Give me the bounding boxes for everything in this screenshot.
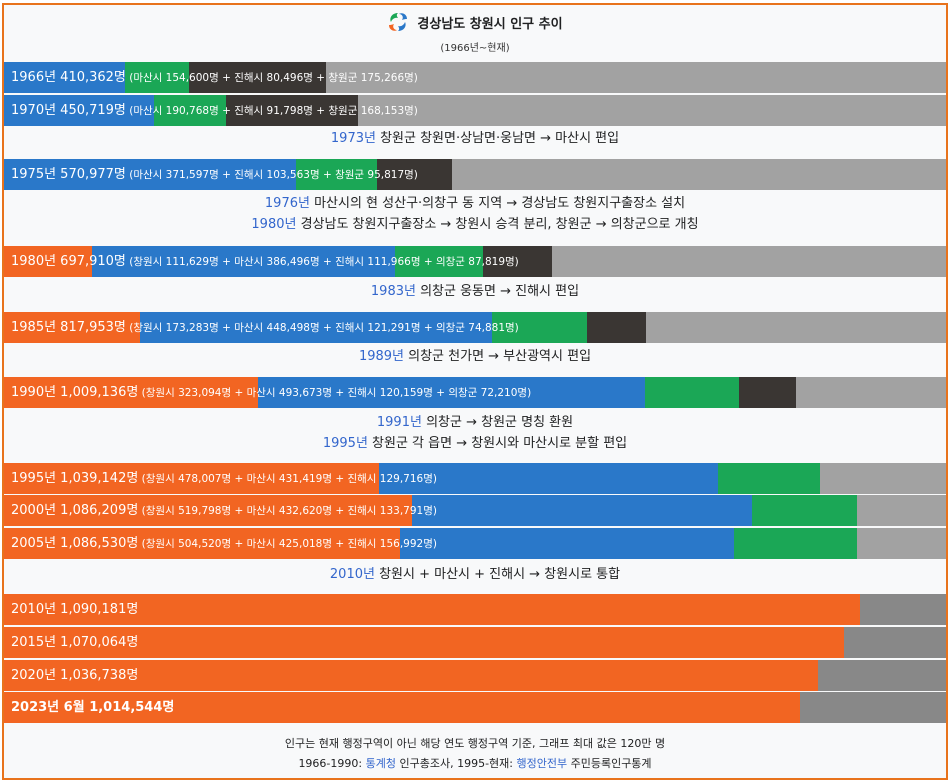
- source-link-mois[interactable]: 행정안전부: [516, 757, 568, 770]
- bar-segment-jinhae: [153, 95, 226, 126]
- bar-segment-uichang-or-changwongun: [482, 246, 552, 277]
- row-label: 1990년 1,009,136명 (창원시 323,094명 + 마산시 493…: [11, 385, 532, 400]
- event-year-link[interactable]: 1980년: [251, 217, 297, 232]
- bar-segment-uichang-or-changwongun: [188, 62, 327, 93]
- population-row-1995: 1995년 1,039,142명 (창원시 478,007명 + 마산시 431…: [4, 463, 946, 494]
- population-row-1985: 1985년 817,953명 (창원시 173,283명 + 마산시 448,4…: [4, 312, 946, 343]
- event-note-1991-1995: 1991년 의창군 → 창원군 명칭 환원 1995년 창원군 각 읍면 → 창…: [322, 415, 628, 451]
- event-note-1976-1980: 1976년 마산시의 현 성산구·의창구 동 지역 → 경상남도 창원지구출장소…: [251, 196, 699, 232]
- bar-segment-masan: [412, 495, 752, 526]
- footer-note: 인구는 현재 행정구역이 아닌 해당 연도 행정구역 기준, 그래프 최대 값은…: [284, 737, 666, 750]
- bar-segment-uichang-or-changwongun: [225, 95, 358, 126]
- event-year-link[interactable]: 1989년: [358, 349, 404, 364]
- event-year-link[interactable]: 1973년: [330, 131, 376, 146]
- row-label: 1985년 817,953명 (창원시 173,283명 + 마산시 448,4…: [11, 320, 519, 335]
- source-link-kostat[interactable]: 통계청: [365, 757, 396, 770]
- bar-segment-masan: [379, 463, 718, 494]
- bar-segment-jinhae: [733, 528, 857, 559]
- row-label: 2000년 1,086,209명 (창원시 519,798명 + 마산시 432…: [11, 503, 437, 518]
- bar-segment-changwon: [4, 495, 413, 526]
- event-year-link[interactable]: 2010년: [329, 567, 375, 582]
- bar-segment-jinhae: [295, 159, 377, 190]
- population-row-1966: 1966년 410,362명 (마산시 154,600명 + 진해시 80,49…: [4, 62, 946, 93]
- bar-segment-masan: [4, 62, 126, 93]
- row-label: 2023년 6월 1,014,544명: [11, 700, 175, 715]
- population-row-2020: 2020년 1,036,738명: [4, 660, 946, 691]
- bar-segment-changwon: [4, 312, 141, 343]
- row-label: 2010년 1,090,181명: [11, 602, 139, 617]
- population-row-2000: 2000년 1,086,209명 (창원시 519,798명 + 마산시 432…: [4, 495, 946, 526]
- bar-segment-uichang-or-changwongun: [739, 377, 797, 408]
- bar-segment-jinhae: [492, 312, 588, 343]
- row-label: 1970년 450,719명 (마산시 190,768명 + 진해시 91,79…: [11, 103, 418, 118]
- row-label: 1980년 697,910명 (창원시 111,629명 + 마산시 386,4…: [11, 254, 519, 269]
- population-row-1980: 1980년 697,910명 (창원시 111,629명 + 마산시 386,4…: [4, 246, 946, 277]
- bar-segment-changwon: [4, 660, 818, 691]
- bar-segment-changwon: [4, 627, 844, 658]
- population-row-2023: 2023년 6월 1,014,544명: [4, 692, 946, 723]
- population-row-2015: 2015년 1,070,064명: [4, 627, 946, 658]
- bar-segment-masan: [257, 377, 646, 408]
- bar-segment-changwon: [4, 692, 801, 723]
- population-row-1990: 1990년 1,009,136명 (창원시 323,094명 + 마산시 493…: [4, 377, 946, 408]
- chart-subtitle: (1966년~현재): [440, 43, 510, 54]
- bar-segment-jinhae: [125, 62, 189, 93]
- event-note-1983: 1983년 의창군 웅동면 → 진해시 편입: [370, 284, 580, 299]
- bar-segment-masan: [4, 95, 154, 126]
- bar-segment-changwon: [4, 463, 380, 494]
- bar-segment-masan: [4, 159, 296, 190]
- row-label: 2020년 1,036,738명: [11, 668, 139, 683]
- footer-source: 1966-1990: 통계청 인구총조사, 1995-현재: 행정안전부 주민등…: [298, 757, 652, 770]
- population-row-2010: 2010년 1,090,181명: [4, 594, 946, 625]
- event-note-2010: 2010년 창원시 + 마산시 + 진해시 → 창원시로 통합: [329, 567, 621, 582]
- row-label: 2015년 1,070,064명: [11, 635, 139, 650]
- event-note-1989: 1989년 의창군 천가면 → 부산광역시 편입: [358, 349, 592, 364]
- bar-segment-masan: [91, 246, 396, 277]
- event-year-link[interactable]: 1983년: [370, 284, 416, 299]
- event-year-link[interactable]: 1991년: [376, 415, 422, 430]
- event-note-1973: 1973년 창원군 창원면·상남면·웅남면 → 마산시 편입: [330, 131, 620, 146]
- bar-segment-changwon: [4, 528, 401, 559]
- chart-header: 경상남도 창원시 인구 추이: [4, 10, 946, 34]
- bar-segment-changwon: [4, 246, 92, 277]
- population-row-2005: 2005년 1,086,530명 (창원시 504,520명 + 마산시 425…: [4, 528, 946, 559]
- bar-segment-changwon: [4, 594, 860, 625]
- bar-segment-masan: [400, 528, 734, 559]
- bar-segment-uichang-or-changwongun: [587, 312, 647, 343]
- row-label: 2005년 1,086,530명 (창원시 504,520명 + 마산시 425…: [11, 536, 437, 551]
- changwon-logo-icon: [389, 13, 408, 31]
- bar-segment-jinhae: [645, 377, 740, 408]
- event-year-link[interactable]: 1976년: [264, 196, 310, 211]
- row-label: 1975년 570,977명 (마산시 371,597명 + 진해시 103,5…: [11, 167, 418, 182]
- row-label: 1995년 1,039,142명 (창원시 478,007명 + 마산시 431…: [11, 471, 437, 486]
- chart-frame: 경상남도 창원시 인구 추이 (1966년~현재) 1966년 410,362명…: [2, 3, 948, 780]
- bar-segment-uichang-or-changwongun: [377, 159, 453, 190]
- bar-segment-jinhae: [751, 495, 857, 526]
- bar-segment-changwon: [4, 377, 258, 408]
- chart-title: 경상남도 창원시 인구 추이: [417, 16, 563, 32]
- population-row-1975: 1975년 570,977명 (마산시 371,597명 + 진해시 103,5…: [4, 159, 946, 190]
- population-row-1970: 1970년 450,719명 (마산시 190,768명 + 진해시 91,79…: [4, 95, 946, 126]
- row-label: 1966년 410,362명 (마산시 154,600명 + 진해시 80,49…: [11, 70, 418, 85]
- bar-segment-jinhae: [717, 463, 820, 494]
- bar-segment-masan: [140, 312, 493, 343]
- bar-segment-jinhae: [395, 246, 483, 277]
- event-year-link[interactable]: 1995년: [322, 436, 368, 451]
